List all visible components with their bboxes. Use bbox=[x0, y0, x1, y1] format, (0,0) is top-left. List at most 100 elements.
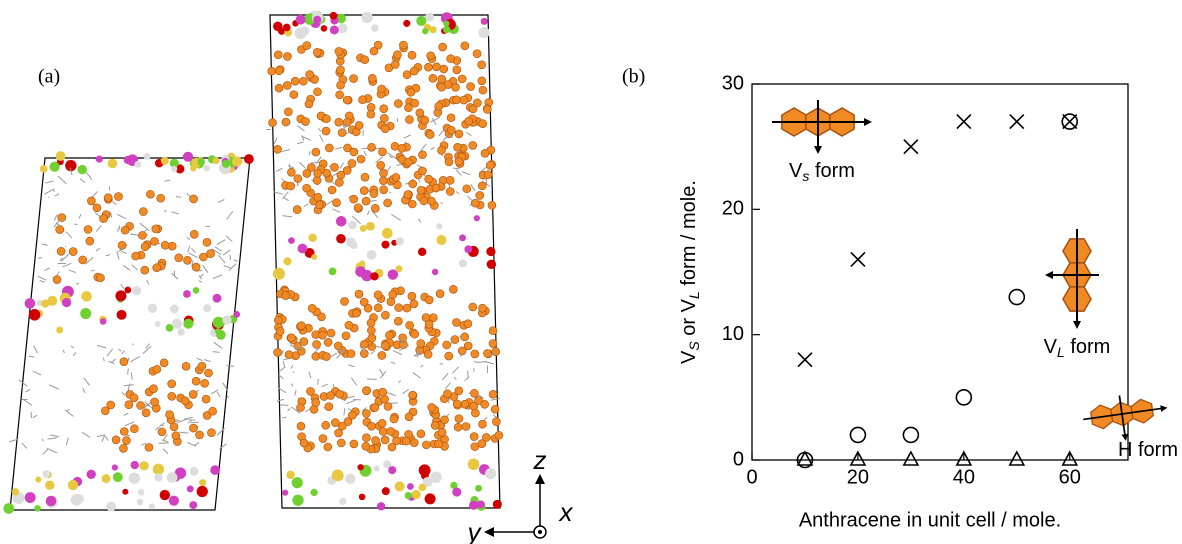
atom bbox=[471, 199, 479, 207]
atom bbox=[199, 479, 206, 486]
atom bbox=[56, 151, 66, 161]
atom bbox=[455, 387, 463, 395]
bond bbox=[421, 144, 426, 151]
label-part: L bbox=[1057, 344, 1065, 360]
bond bbox=[277, 399, 284, 401]
atom bbox=[138, 489, 144, 495]
atom bbox=[124, 156, 132, 164]
bond bbox=[91, 270, 95, 271]
atom bbox=[395, 481, 405, 491]
bond bbox=[126, 244, 127, 246]
atom bbox=[440, 65, 448, 73]
atom bbox=[207, 250, 215, 258]
atom bbox=[427, 197, 435, 205]
atom bbox=[113, 472, 123, 482]
atom bbox=[443, 390, 451, 398]
atom bbox=[374, 304, 382, 312]
atom bbox=[213, 294, 222, 303]
atom bbox=[50, 162, 60, 172]
atom bbox=[354, 204, 362, 212]
atom bbox=[370, 190, 378, 198]
atom bbox=[446, 176, 454, 184]
atom bbox=[80, 308, 91, 319]
atom bbox=[284, 108, 292, 116]
atom bbox=[357, 155, 365, 163]
atom bbox=[372, 436, 380, 444]
atom bbox=[190, 195, 198, 203]
atom bbox=[464, 245, 472, 253]
bond bbox=[97, 345, 106, 348]
atom bbox=[210, 465, 220, 475]
atom bbox=[46, 496, 57, 507]
bond bbox=[413, 373, 421, 379]
atom bbox=[203, 165, 210, 172]
bond bbox=[218, 199, 224, 202]
atom bbox=[425, 175, 433, 183]
atom bbox=[300, 439, 308, 447]
atom bbox=[283, 81, 291, 89]
atom bbox=[124, 287, 131, 294]
figure: (a) (b) z y x 01020300204060Anthracene i… bbox=[0, 0, 1182, 544]
atom bbox=[322, 127, 330, 135]
atom bbox=[343, 96, 351, 104]
atom bbox=[367, 110, 375, 118]
label-part: s bbox=[802, 168, 809, 184]
atom bbox=[464, 320, 472, 328]
atom bbox=[282, 292, 290, 300]
bond bbox=[219, 444, 226, 449]
bond bbox=[456, 192, 459, 194]
atom bbox=[381, 241, 389, 249]
atom bbox=[424, 350, 432, 358]
atom bbox=[134, 161, 141, 168]
bond bbox=[234, 260, 238, 262]
bond bbox=[21, 386, 23, 387]
bond bbox=[299, 162, 305, 168]
atom bbox=[310, 489, 317, 496]
bond bbox=[79, 214, 81, 218]
bond bbox=[430, 117, 440, 122]
atom bbox=[355, 290, 363, 298]
atom bbox=[215, 328, 221, 334]
atom bbox=[139, 461, 148, 470]
atom bbox=[330, 163, 338, 171]
bond bbox=[76, 283, 79, 284]
atom bbox=[467, 83, 475, 91]
atom bbox=[275, 67, 283, 75]
bond bbox=[117, 252, 119, 259]
atom bbox=[441, 416, 449, 424]
atom bbox=[322, 115, 330, 123]
bond bbox=[454, 377, 457, 379]
bond bbox=[121, 251, 127, 254]
atom bbox=[222, 315, 231, 324]
atom bbox=[360, 298, 368, 306]
atom bbox=[137, 401, 145, 409]
atom bbox=[151, 398, 159, 406]
bond bbox=[69, 270, 76, 273]
atom bbox=[460, 96, 468, 104]
atom bbox=[293, 206, 301, 214]
atom bbox=[469, 141, 477, 149]
bond bbox=[86, 172, 92, 180]
bond bbox=[33, 415, 37, 418]
atom bbox=[330, 25, 339, 34]
atom bbox=[419, 484, 427, 492]
atom bbox=[473, 99, 481, 107]
atom bbox=[314, 193, 322, 201]
panel-label: (a) bbox=[38, 66, 60, 88]
label-part: V bbox=[678, 350, 700, 364]
atom bbox=[453, 66, 461, 74]
bond bbox=[180, 432, 189, 433]
atom bbox=[418, 167, 426, 175]
atom bbox=[144, 153, 151, 160]
atom bbox=[53, 276, 61, 284]
atom bbox=[394, 100, 402, 108]
atom bbox=[380, 186, 388, 194]
atom bbox=[422, 441, 430, 449]
atom bbox=[361, 56, 369, 64]
atom bbox=[78, 165, 87, 174]
atom bbox=[362, 387, 370, 395]
bond bbox=[217, 392, 220, 397]
atom bbox=[432, 184, 440, 192]
atom bbox=[404, 104, 412, 112]
atom bbox=[404, 191, 412, 199]
